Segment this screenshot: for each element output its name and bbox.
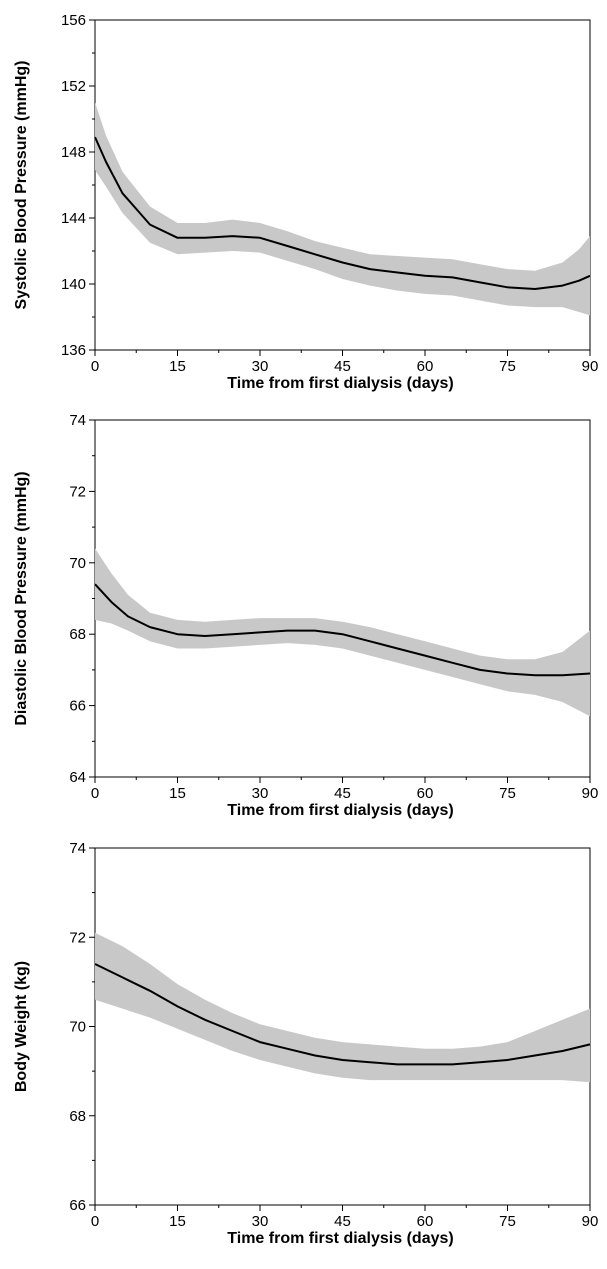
x-tick-label: 0 xyxy=(91,358,99,375)
y-tick-label: 70 xyxy=(69,555,86,572)
y-axis-title: Body Weight (kg) xyxy=(13,961,30,1092)
y-tick-label: 152 xyxy=(61,78,86,95)
x-axis-title: Time from first dialysis (days) xyxy=(227,375,453,392)
series-line xyxy=(94,136,591,290)
confidence-band xyxy=(95,548,590,717)
series-line xyxy=(94,583,591,677)
y-tick-label: 74 xyxy=(69,840,86,857)
confidence-band xyxy=(95,932,590,1083)
x-tick-label: 45 xyxy=(334,785,351,802)
y-tick-label: 66 xyxy=(69,698,86,715)
x-tick-label: 15 xyxy=(169,1213,186,1230)
chart-panel-2: 0 15 30 45 60 75 90 64 66 68 70 72 74 Time from first… xyxy=(13,412,598,819)
y-tick-label: 136 xyxy=(61,342,86,359)
x-axis-title: Time from first dialysis (days) xyxy=(227,1230,453,1247)
x-tick-label: 90 xyxy=(582,785,599,802)
x-tick-label: 45 xyxy=(334,1213,351,1230)
series-line xyxy=(94,963,591,1066)
y-tick-label: 64 xyxy=(69,769,86,786)
y-tick-label: 70 xyxy=(69,1019,86,1036)
x-tick-label: 30 xyxy=(252,358,269,375)
x-tick-label: 30 xyxy=(252,1213,269,1230)
plot-frame xyxy=(94,419,591,778)
y-tick-label: 156 xyxy=(61,12,86,29)
x-tick-label: 90 xyxy=(582,358,599,375)
x-tick-label: 15 xyxy=(169,785,186,802)
x-tick-label: 90 xyxy=(582,1213,599,1230)
x-tick-label: 30 xyxy=(252,785,269,802)
chart-panel-1: 0 15 30 45 60 75 90 136 140 144 148 152 156 Time from… xyxy=(13,12,598,392)
x-tick-label: 75 xyxy=(499,1213,516,1230)
y-axis-title: Systolic Blood Pressure (mmHg) xyxy=(13,61,30,310)
y-axis-title: Diastolic Blood Pressure (mmHg) xyxy=(13,471,30,725)
y-tick-label: 74 xyxy=(69,412,86,429)
y-tick-label: 148 xyxy=(61,144,86,161)
y-tick-label: 68 xyxy=(69,1108,86,1125)
x-tick-label: 60 xyxy=(417,785,434,802)
x-axis-title: Time from first dialysis (days) xyxy=(227,802,453,819)
y-tick-label: 68 xyxy=(69,626,86,643)
y-tick-label: 72 xyxy=(69,929,86,946)
x-tick-label: 75 xyxy=(499,358,516,375)
x-tick-label: 45 xyxy=(334,358,351,375)
y-tick-label: 72 xyxy=(69,483,86,500)
x-tick-label: 75 xyxy=(499,785,516,802)
x-tick-label: 60 xyxy=(417,358,434,375)
y-tick-label: 144 xyxy=(61,210,86,227)
chart-panel-3: 0 15 30 45 60 75 90 66 68 70 72 74 Time from first d… xyxy=(13,840,598,1247)
y-tick-label: 66 xyxy=(69,1197,86,1214)
x-tick-label: 60 xyxy=(417,1213,434,1230)
confidence-band xyxy=(95,102,590,316)
y-tick-label: 140 xyxy=(61,276,86,293)
x-tick-label: 15 xyxy=(169,358,186,375)
plot-frame xyxy=(94,847,591,1206)
x-tick-label: 0 xyxy=(91,1213,99,1230)
x-tick-label: 0 xyxy=(91,785,99,802)
